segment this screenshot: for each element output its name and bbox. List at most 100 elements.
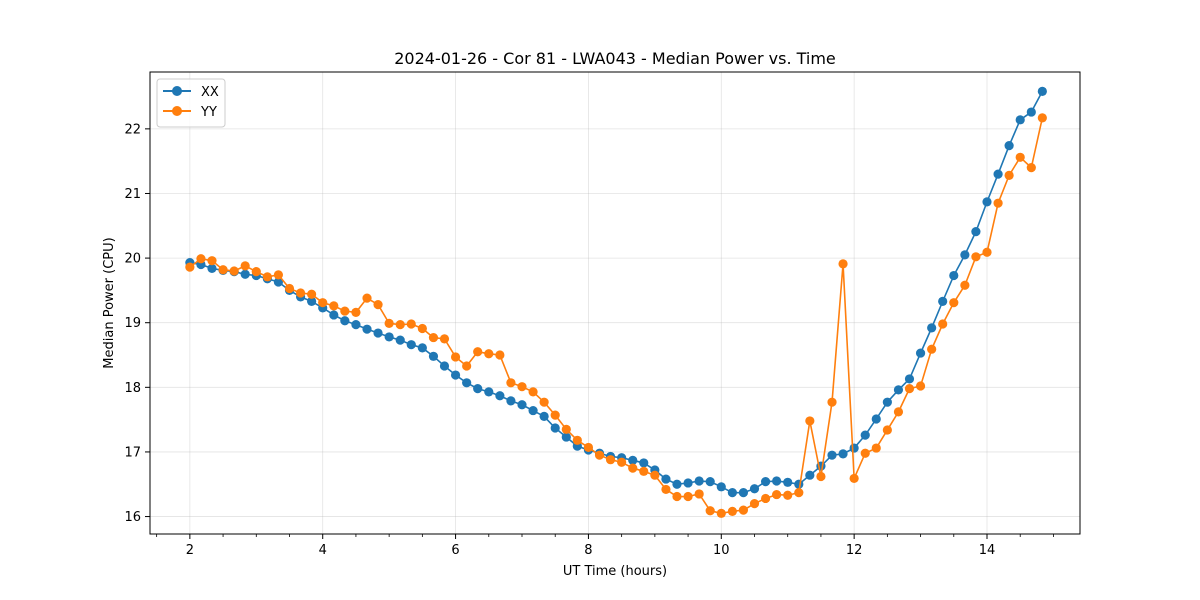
series-xx-point: [406, 340, 416, 350]
y-axis-label: Median Power (CPU): [102, 237, 117, 368]
series-xx-point: [705, 477, 715, 487]
series-yy-point: [727, 506, 737, 516]
series-xx-point: [450, 370, 461, 380]
series-yy-point: [949, 298, 959, 308]
y-tick-label: 19: [124, 316, 141, 331]
y-tick-label: 18: [124, 381, 141, 396]
chart-title: 2024-01-26 - Cor 81 - LWA043 - Median Po…: [394, 49, 836, 68]
series-xx-point: [307, 296, 317, 306]
y-tick-label: 21: [124, 187, 141, 202]
series-xx-point: [716, 482, 726, 492]
series-xx-point: [783, 477, 793, 487]
series-yy-point: [351, 307, 361, 317]
series-yy-point: [251, 267, 261, 277]
x-axis-label: UT Time (hours): [563, 564, 667, 579]
series-xx-point: [949, 270, 959, 281]
series-xx-point: [694, 476, 704, 486]
ticks: 2 4 6 8 10 12 14 16 17 18 19 20 21 22: [124, 122, 1054, 558]
y-tick-label: 17: [124, 445, 141, 460]
series-yy-point: [284, 283, 295, 294]
series-xx-point: [373, 328, 383, 338]
series-xx-point: [628, 455, 638, 465]
series-yy-point: [484, 349, 494, 359]
series-xx-point: [539, 411, 549, 421]
series-yy-point: [207, 256, 217, 266]
series-xx-point: [550, 423, 560, 433]
series-xx-point: [760, 477, 771, 487]
series-xx-point: [506, 396, 516, 406]
x-tick-label: 10: [713, 543, 730, 558]
series-xx-point: [561, 432, 571, 442]
series-xx-point: [439, 361, 450, 371]
series-xx-point: [993, 169, 1003, 179]
axes-frame: [149, 71, 1081, 535]
series-xx-point: [484, 387, 494, 397]
legend: XX YY: [156, 78, 226, 128]
series-xx-point: [495, 391, 505, 401]
series-yy-point: [329, 301, 339, 311]
series-yy-point: [938, 319, 948, 329]
x-tick-label: 12: [846, 543, 863, 558]
series-xx-point: [1004, 141, 1014, 151]
series-xx-point: [971, 227, 981, 237]
series-xx-point: [882, 397, 892, 407]
series-yy-point: [318, 298, 328, 308]
series-yy-point: [882, 425, 892, 435]
series-yy-point: [683, 491, 693, 502]
grid: [150, 72, 1080, 534]
series-xx-point: [938, 296, 948, 306]
series-yy-point: [860, 448, 870, 458]
series-yy-point: [971, 252, 981, 262]
series-xx-point: [384, 332, 394, 342]
series-yy-point: [528, 387, 538, 397]
series-yy-point: [849, 473, 859, 484]
series-yy-point: [373, 300, 383, 310]
x-tick-label: 4: [319, 543, 327, 558]
series-xx-point: [805, 470, 815, 480]
series-xx-point: [749, 484, 760, 494]
series-yy-point: [639, 466, 649, 476]
y-tick-label: 16: [124, 510, 141, 525]
series-yy-point: [628, 463, 638, 473]
series-yy-point: [738, 505, 749, 515]
series-xx-point: [528, 405, 538, 416]
series-xx-point: [362, 324, 372, 334]
series-yy-point: [805, 416, 815, 426]
series-xx-point: [1026, 107, 1036, 117]
legend-xx-marker: [172, 86, 182, 96]
series-yy-point: [428, 332, 439, 343]
series-yy-point: [262, 272, 272, 282]
series-xx-point: [893, 385, 904, 395]
series-yy-point: [1037, 113, 1047, 123]
series-yy-point: [982, 247, 992, 257]
series-yy-point: [794, 488, 804, 498]
series-yy-point: [827, 397, 837, 407]
series-yy-point: [1004, 170, 1014, 180]
series-yy-point: [904, 384, 915, 394]
series-xx-point: [428, 351, 439, 361]
series-yy-point: [927, 344, 937, 354]
y-tick-label: 20: [124, 252, 141, 267]
x-tick-label: 2: [186, 543, 194, 558]
series-yy-point: [893, 407, 904, 417]
series-yy-point: [572, 435, 582, 445]
series-yy-point: [1026, 163, 1036, 173]
series-xx-point: [927, 323, 937, 333]
series-xx-point: [207, 263, 217, 274]
series-xx-point: [738, 488, 749, 498]
series-yy-point: [838, 259, 848, 269]
series-yy-point: [517, 382, 527, 392]
series-yy-point: [783, 490, 793, 500]
series-yy-point: [694, 489, 704, 499]
series-yy-point: [273, 270, 284, 280]
series-yy-point: [749, 499, 760, 509]
series-yy-point: [218, 265, 228, 275]
series-xx-point: [904, 374, 915, 384]
series-xx-point: [683, 478, 693, 488]
series-yy-point: [705, 506, 715, 516]
series-xx-point: [827, 450, 837, 460]
series-yy-point: [395, 320, 405, 330]
series-xx-point: [772, 476, 782, 486]
x-tick-label: 6: [451, 543, 459, 558]
